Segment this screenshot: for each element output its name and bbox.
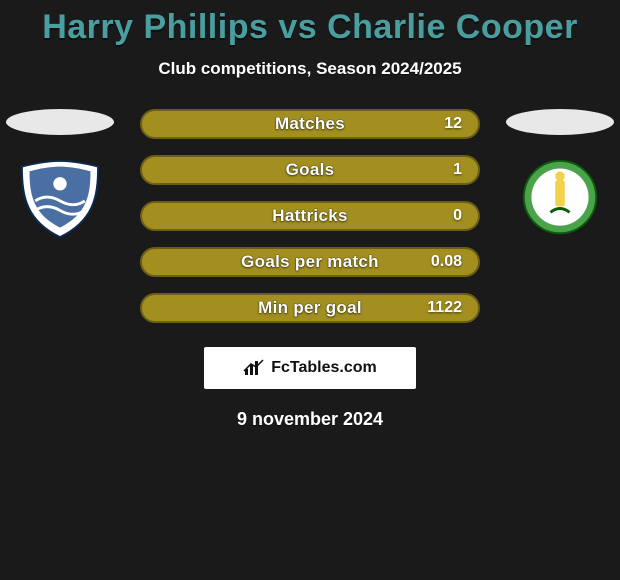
stat-value: 12 xyxy=(444,115,462,133)
stat-label: Goals per match xyxy=(241,252,379,272)
stat-value: 1 xyxy=(453,161,462,179)
stat-bars: Matches 12 Goals 1 Hattricks 0 Goals per… xyxy=(140,109,480,323)
right-player-photo xyxy=(506,109,614,135)
stat-value: 0 xyxy=(453,207,462,225)
left-club-crest xyxy=(12,159,108,239)
date-line: 9 november 2024 xyxy=(0,409,620,430)
right-player-block xyxy=(500,109,620,239)
stat-label: Min per goal xyxy=(258,298,362,318)
left-player-photo xyxy=(6,109,114,135)
stat-bar: Goals 1 xyxy=(140,155,480,185)
left-player-block xyxy=(0,109,120,239)
right-club-crest xyxy=(512,159,608,239)
page-title: Harry Phillips vs Charlie Cooper xyxy=(0,0,620,47)
stat-value: 1122 xyxy=(427,299,462,317)
stat-label: Matches xyxy=(275,114,345,134)
stat-bar: Min per goal 1122 xyxy=(140,293,480,323)
stat-value: 0.08 xyxy=(431,253,462,271)
branding-card: FcTables.com xyxy=(204,347,416,389)
branding-chart-icon xyxy=(243,359,265,377)
subtitle: Club competitions, Season 2024/2025 xyxy=(0,59,620,79)
stat-label: Goals xyxy=(286,160,335,180)
branding-text: FcTables.com xyxy=(271,359,377,377)
stat-label: Hattricks xyxy=(272,206,347,226)
stat-bar: Goals per match 0.08 xyxy=(140,247,480,277)
stat-bar: Matches 12 xyxy=(140,109,480,139)
stats-area: Matches 12 Goals 1 Hattricks 0 Goals per… xyxy=(0,109,620,430)
stat-bar: Hattricks 0 xyxy=(140,201,480,231)
